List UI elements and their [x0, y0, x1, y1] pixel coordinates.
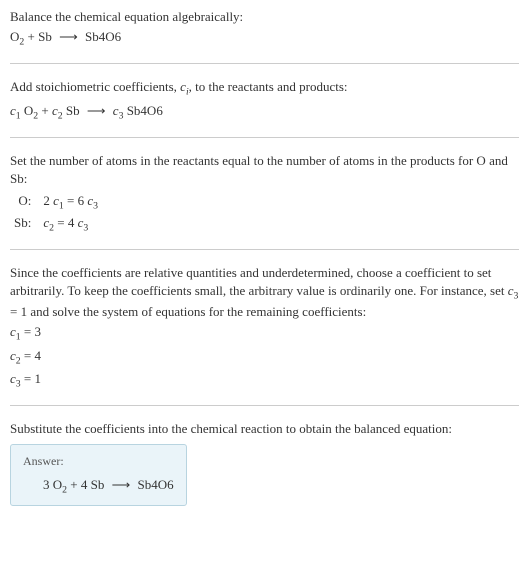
section-solve: Since the coefficients are relative quan…	[10, 264, 519, 406]
intro-equation: O2 + Sb ⟶ Sb4O6	[10, 28, 519, 49]
stoich-text: Add stoichiometric coefficients, ci, to …	[10, 78, 519, 99]
table-row: Sb: c2 = 4 c3	[10, 214, 102, 235]
table-row: O: 2 c1 = 6 c3	[10, 192, 102, 213]
coeff-line: c1 = 3	[10, 323, 519, 344]
solve-paragraph: Since the coefficients are relative quan…	[10, 264, 519, 322]
atom-label: Sb:	[10, 214, 39, 235]
answer-equation: 3 O2 + 4 Sb ⟶ Sb4O6	[23, 476, 174, 497]
answer-box: Answer: 3 O2 + 4 Sb ⟶ Sb4O6	[10, 444, 187, 506]
section-atom-balance: Set the number of atoms in the reactants…	[10, 152, 519, 250]
stoich-equation: c1 O2 + c2 Sb ⟶ c3 Sb4O6	[10, 102, 519, 123]
section-answer: Substitute the coefficients into the che…	[10, 420, 519, 520]
intro-text: Balance the chemical equation algebraica…	[10, 8, 519, 26]
section-stoichiometric: Add stoichiometric coefficients, ci, to …	[10, 78, 519, 137]
atom-label: O:	[10, 192, 39, 213]
coeff-line: c3 = 1	[10, 370, 519, 391]
substitute-text: Substitute the coefficients into the che…	[10, 420, 519, 438]
coeff-line: c2 = 4	[10, 347, 519, 368]
atom-equation: c2 = 4 c3	[39, 214, 102, 235]
atom-equation: 2 c1 = 6 c3	[39, 192, 102, 213]
answer-label: Answer:	[23, 453, 174, 470]
section-balance-intro: Balance the chemical equation algebraica…	[10, 8, 519, 64]
atom-balance-text: Set the number of atoms in the reactants…	[10, 152, 519, 188]
atom-balance-table: O: 2 c1 = 6 c3 Sb: c2 = 4 c3	[10, 192, 102, 234]
